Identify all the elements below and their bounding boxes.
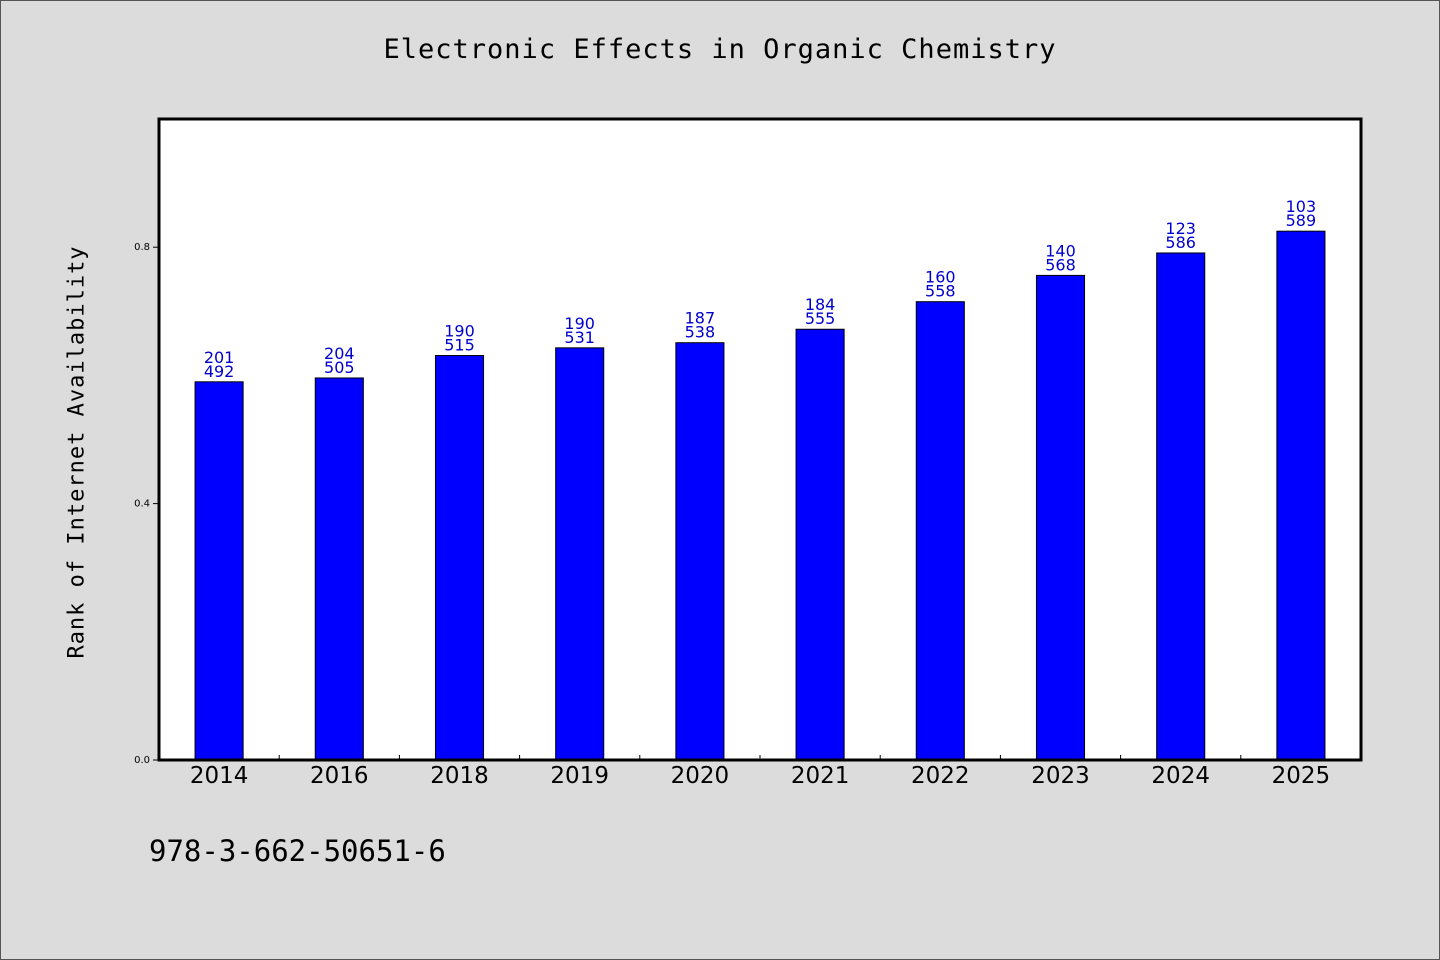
bar-2016 (314, 377, 364, 761)
data-label-bottom-2020: 538 (685, 323, 716, 342)
y-tick-label-0.4: 0.4 (134, 499, 150, 510)
x-tick-label-2019: 2019 (550, 763, 609, 789)
data-label-bottom-2023: 568 (1045, 255, 1076, 274)
x-tick-label-2025: 2025 (1272, 763, 1331, 789)
x-tick-label-2018: 2018 (430, 763, 489, 789)
x-tick-label-2024: 2024 (1151, 763, 1210, 789)
x-tick-label-2023: 2023 (1031, 763, 1090, 789)
data-label-top-2024: 123 (1165, 219, 1196, 238)
bar-2025 (1276, 230, 1326, 761)
x-tick-label-2020: 2020 (671, 763, 730, 789)
chart-title: Electronic Effects in Organic Chemistry (383, 34, 1057, 65)
data-label-bottom-2018: 515 (444, 336, 475, 355)
data-label-bottom-2019: 531 (564, 328, 595, 347)
data-label-top-2020: 187 (685, 309, 716, 328)
x-ticks-group: 2014 2016 2018 2019 2020 2021 2022 2023 2024 2025 (190, 755, 1330, 789)
data-label-bottom-2024: 586 (1165, 233, 1196, 252)
bar-2014 (194, 381, 244, 761)
y-tick-label-0.0: 0.0 (134, 755, 150, 766)
bar-2018 (434, 355, 485, 761)
bar-2021 (795, 328, 845, 761)
isbn-text: 978-3-662-50651-6 (149, 834, 446, 868)
bar-2020 (675, 342, 725, 761)
data-label-top-2018: 190 (444, 322, 475, 341)
bar-2023 (1035, 274, 1086, 761)
bar-2024 (1156, 252, 1206, 761)
data-label-bottom-2016: 505 (324, 358, 355, 377)
x-tick-label-2014: 2014 (190, 763, 249, 789)
data-label-bottom-2014: 492 (204, 362, 235, 381)
data-label-top-2021: 184 (805, 295, 836, 314)
data-labels-group: 2014922045051905151905311875381845551605… (204, 197, 1316, 381)
data-label-bottom-2025: 589 (1286, 211, 1317, 230)
bars-group (194, 230, 1326, 761)
x-tick-label-2021: 2021 (791, 763, 850, 789)
data-label-bottom-2021: 555 (805, 309, 836, 328)
data-label-top-2016: 204 (324, 344, 355, 363)
data-label-bottom-2022: 558 (925, 282, 956, 301)
data-label-top-2023: 140 (1045, 241, 1076, 260)
data-label-top-2014: 201 (204, 348, 235, 367)
data-label-top-2025: 103 (1286, 197, 1317, 216)
x-tick-label-2022: 2022 (911, 763, 970, 789)
y-ticks-group: 0.0 0.4 0.8 (134, 242, 159, 766)
y-tick-label-0.8: 0.8 (134, 242, 150, 253)
bar-2022 (915, 301, 965, 761)
x-tick-label-2016: 2016 (310, 763, 369, 789)
data-label-top-2019: 190 (564, 314, 595, 333)
data-label-top-2022: 160 (925, 268, 956, 287)
plot-border (157, 117, 1363, 762)
bar-2019 (555, 347, 605, 761)
